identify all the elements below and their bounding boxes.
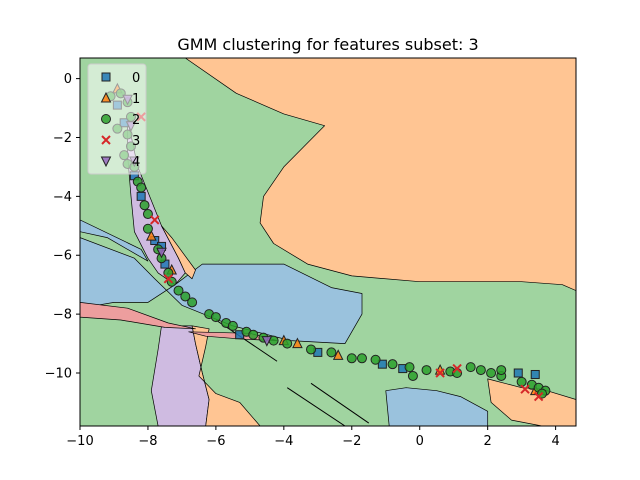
data-point bbox=[248, 329, 259, 340]
x-axis: −10 −8 −6 −4 −2 0 2 4 bbox=[66, 426, 560, 449]
y-tick-label: −10 bbox=[45, 367, 72, 382]
data-point bbox=[407, 370, 418, 381]
data-point bbox=[306, 344, 317, 355]
data-point bbox=[227, 320, 238, 331]
data-point bbox=[292, 337, 303, 349]
data-point bbox=[136, 182, 147, 193]
legend-label-2: 2 bbox=[132, 113, 140, 128]
data-point bbox=[282, 338, 293, 349]
y-tick-label: −4 bbox=[53, 190, 72, 205]
data-point bbox=[210, 312, 221, 323]
data-point bbox=[421, 365, 432, 376]
region-1-1 bbox=[184, 58, 576, 291]
chart-title: GMM clustering for features subset: 3 bbox=[177, 35, 478, 54]
data-point bbox=[475, 365, 486, 376]
data-point bbox=[486, 368, 497, 379]
data-point bbox=[404, 362, 415, 373]
region-1-7 bbox=[161, 225, 196, 280]
x-tick-label: −2 bbox=[342, 434, 361, 449]
data-point bbox=[139, 200, 150, 211]
data-point bbox=[180, 291, 191, 302]
data-point bbox=[387, 359, 398, 370]
x-tick-label: −10 bbox=[66, 434, 93, 449]
boundary-line-2 bbox=[286, 387, 346, 426]
legend-marker-0 bbox=[101, 72, 111, 82]
data-point bbox=[435, 368, 445, 378]
legend: 0 1 2 3 4 bbox=[87, 63, 147, 175]
region-0-2 bbox=[80, 237, 363, 344]
legend-label-4: 4 bbox=[132, 155, 140, 170]
legend-label-0: 0 bbox=[132, 71, 140, 86]
x-tick-label: 4 bbox=[551, 434, 559, 449]
data-point bbox=[326, 347, 337, 358]
x-tick-label: 0 bbox=[416, 434, 424, 449]
region-3-9 bbox=[80, 302, 196, 330]
data-point bbox=[173, 285, 184, 296]
legend-label-1: 1 bbox=[132, 92, 140, 107]
data-point bbox=[377, 359, 387, 369]
data-points bbox=[105, 82, 551, 402]
data-point bbox=[346, 353, 357, 364]
data-point bbox=[496, 365, 507, 376]
legend-box bbox=[87, 63, 147, 175]
data-point bbox=[146, 229, 157, 241]
legend-marker-1 bbox=[100, 91, 112, 103]
data-point bbox=[136, 191, 146, 201]
x-tick-label: 2 bbox=[484, 434, 492, 449]
data-point bbox=[520, 384, 530, 394]
y-tick-label: 0 bbox=[64, 72, 72, 87]
x-tick-label: −8 bbox=[138, 434, 157, 449]
data-point bbox=[142, 223, 153, 234]
x-tick-label: −4 bbox=[274, 434, 293, 449]
data-point bbox=[332, 349, 344, 360]
region-0-3 bbox=[80, 219, 149, 262]
data-point bbox=[452, 363, 462, 374]
data-point bbox=[356, 353, 367, 364]
data-point bbox=[261, 336, 273, 347]
data-point bbox=[156, 247, 167, 259]
data-point bbox=[465, 362, 476, 373]
decision-regions bbox=[80, 58, 576, 426]
legend-marker-3 bbox=[101, 135, 111, 145]
legend-label-3: 3 bbox=[132, 134, 140, 149]
data-point bbox=[187, 297, 198, 308]
y-tick-label: −6 bbox=[53, 249, 72, 264]
x-tick-label: −6 bbox=[206, 434, 225, 449]
data-point bbox=[142, 209, 153, 220]
boundary-line-1 bbox=[310, 382, 370, 424]
region-0-4 bbox=[385, 387, 489, 426]
data-point bbox=[513, 368, 523, 378]
y-axis: 0 −2 −4 −6 −8 −10 bbox=[45, 72, 80, 382]
data-point bbox=[163, 274, 174, 284]
data-point bbox=[370, 354, 381, 365]
y-tick-label: −8 bbox=[53, 308, 72, 323]
data-point bbox=[533, 391, 544, 402]
plot-frame bbox=[79, 57, 577, 427]
data-point bbox=[530, 369, 540, 379]
region-1-8 bbox=[191, 325, 261, 426]
y-tick-label: −2 bbox=[53, 131, 72, 146]
legend-marker-2 bbox=[101, 114, 111, 124]
data-point bbox=[150, 215, 160, 225]
legend-marker-4 bbox=[100, 156, 112, 168]
